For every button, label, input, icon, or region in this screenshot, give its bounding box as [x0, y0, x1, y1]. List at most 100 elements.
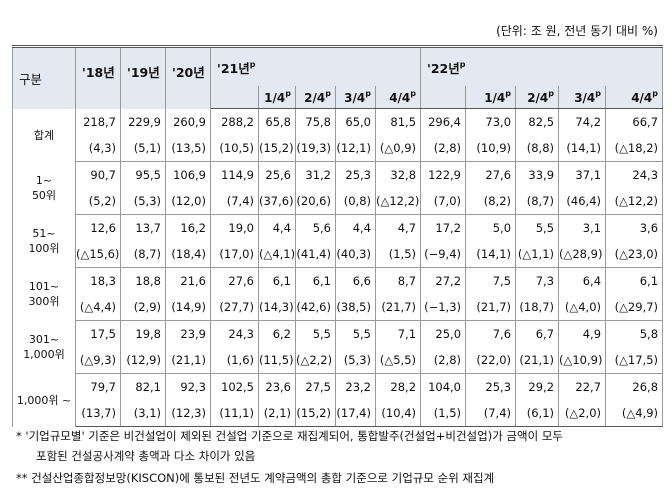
value-cell: 7,6 [465, 320, 517, 347]
change-cell: (8,2) [465, 188, 517, 215]
value-row: 합계 218,7 229,9 260,9 288,2 65,8 75,8 65,0 81,5 29… [12, 108, 664, 162]
change-cell: (2,8) [420, 347, 467, 374]
change-cell: (△4,1) [258, 241, 296, 268]
value-cell: 5,8 [605, 320, 664, 347]
change-cell: (△28,9) [558, 241, 607, 268]
change-cell: (8,7) [515, 188, 560, 215]
change-cell: (4,3) [75, 135, 121, 162]
change-cell: (7,4) [210, 188, 259, 215]
change-cell: (12,9) [120, 347, 166, 374]
row-label-line: 1,000위 ~ [16, 393, 72, 407]
quarter-header: 4/4p [374, 86, 422, 109]
row-label: 합계 [12, 108, 76, 162]
change-cell: (18,7) [515, 294, 560, 321]
value-cell: 3,1 [558, 214, 607, 241]
change-cell: (△17,5) [605, 347, 664, 374]
value-cell: 5,6 [295, 214, 336, 241]
value-row: 1~ 50위 90,7 95,5 106,9 114,9 25,6 31,2 25,3 32,8 1… [12, 161, 664, 215]
quarter-label-sup: p [285, 89, 291, 98]
value-cell: 28,2 [374, 373, 422, 400]
change-cell: (38,5) [335, 294, 376, 321]
value-row: 301~ 1,000위 17,5 19,8 23,9 24,3 6,2 5,5 5,5 7,1 25… [12, 320, 664, 374]
change-cell: (5,3) [335, 347, 376, 374]
row-label: 1~ 50위 [12, 161, 76, 215]
quarter-label: 3/4 [574, 91, 596, 105]
change-cell: (7,4) [465, 400, 517, 427]
quarter-label-sup: p [595, 89, 602, 98]
footnote: ** 건설산업종합정보망(KISCON)에 통보된 전년도 계약금액의 총합 기… [16, 468, 666, 488]
value-cell: 104,0 [420, 373, 467, 400]
quarter-label: 1/4 [264, 91, 286, 105]
value-cell: 6,6 [335, 267, 376, 294]
change-cell: (14,1) [465, 241, 517, 268]
value-cell: 75,8 [295, 108, 336, 135]
change-cell: (20,6) [295, 188, 336, 215]
value-cell: 5,5 [335, 320, 376, 347]
value-cell: 7,3 [515, 267, 560, 294]
change-cell: (−9,4) [420, 241, 467, 268]
year-label: '21년 [217, 60, 250, 76]
value-cell: 6,7 [515, 320, 560, 347]
value-cell: 90,7 [75, 161, 121, 188]
change-cell: (7,0) [420, 188, 467, 215]
change-cell: (14,3) [258, 294, 296, 321]
change-cell: (19,3) [295, 135, 336, 162]
value-cell: 81,5 [374, 108, 422, 135]
year-total-subheader [210, 86, 259, 109]
value-cell: 18,8 [120, 267, 166, 294]
value-row: 1,000위 ~79,7 82,1 92,3 102,5 23,6 27,5 23,2 28,… [12, 373, 664, 427]
change-cell: (5,1) [120, 135, 166, 162]
change-cell: (42,6) [295, 294, 336, 321]
change-cell: (△12,2) [374, 188, 422, 215]
change-cell: (14,1) [558, 135, 607, 162]
quarter-label-sup: p [365, 89, 371, 98]
change-cell: (△2,0) [558, 400, 607, 427]
footnote-line: ** 건설산업종합정보망(KISCON)에 통보된 전년도 계약금액의 총합 기… [16, 471, 495, 485]
value-cell: 26,8 [605, 373, 664, 400]
value-cell: 22,7 [558, 373, 607, 400]
value-cell: 4,7 [374, 214, 422, 241]
year-header: '21년p [209, 45, 422, 86]
row-label-line: 50위 [31, 189, 57, 202]
quarter-label: 4/4 [631, 91, 653, 105]
change-cell: (15,2) [258, 135, 296, 162]
value-cell: 296,4 [420, 108, 467, 135]
value-row: 101~ 300위 18,3 18,8 21,6 27,6 6,1 6,1 6,6 8,7 27,2… [12, 267, 664, 321]
footnote: * '기업규모별' 기준은 비건설업이 제외된 건설업 기준으로 재집계되어, … [16, 426, 666, 466]
row-label-line: 1,000위 [23, 348, 65, 361]
change-row: (△15,6) (8,7) (18,4) (17,0) (△4,1) (41,4) (40,… [13, 241, 664, 268]
change-cell: (37,6) [258, 188, 296, 215]
value-cell: 19,8 [120, 320, 166, 347]
change-cell: (10,4) [374, 400, 422, 427]
row-label-line: 1~ [35, 174, 53, 187]
value-cell: 4,4 [258, 214, 296, 241]
value-cell: 27,6 [210, 267, 259, 294]
quarter-label-sup: p [548, 89, 555, 98]
quarter-label: 3/4 [344, 91, 366, 105]
value-cell: 23,6 [258, 373, 296, 400]
value-cell: 32,8 [374, 161, 422, 188]
year-label: '18년 [82, 65, 115, 80]
value-cell: 114,9 [210, 161, 259, 188]
value-cell: 17,5 [75, 320, 121, 347]
change-cell: (8,7) [120, 241, 166, 268]
header-row: 1/4p 2/4p 3/4p 4/4p 1/4p 2/4p 3/4p 4/4p [13, 86, 664, 109]
change-cell: (△9,3) [75, 347, 121, 374]
value-cell: 6,4 [558, 267, 607, 294]
value-cell: 65,0 [335, 108, 376, 135]
value-cell: 74,2 [558, 108, 607, 135]
value-cell: 66,7 [605, 108, 664, 135]
change-cell: (27,7) [210, 294, 259, 321]
year-label: '19년 [127, 65, 160, 80]
quarter-header: 1/4p [465, 86, 517, 109]
change-cell: (2,1) [258, 400, 296, 427]
value-cell: 6,2 [258, 320, 296, 347]
change-row: (4,3) (5,1) (13,5) (10,5) (15,2) (19,3) (12,1)… [13, 135, 664, 162]
change-cell: (11,1) [210, 400, 259, 427]
value-cell: 95,5 [120, 161, 166, 188]
value-cell: 218,7 [75, 108, 121, 135]
change-cell: (11,5) [258, 347, 296, 374]
row-label: 301~ 1,000위 [12, 320, 76, 374]
value-cell: 4,9 [558, 320, 607, 347]
